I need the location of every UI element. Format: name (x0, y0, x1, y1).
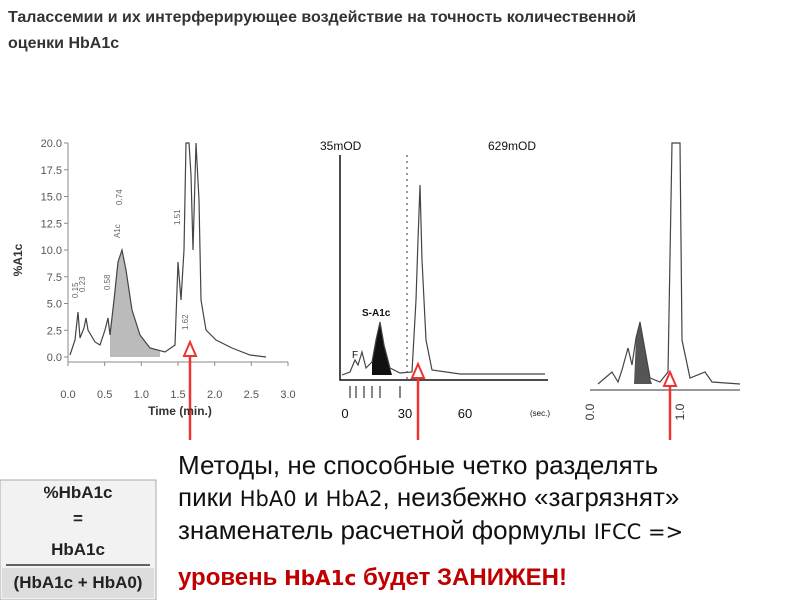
text-segment: пики (178, 482, 240, 512)
label: 629mOD (488, 139, 536, 153)
peak-label: A1c (113, 224, 122, 238)
x-tick-label: 0.5 (97, 389, 112, 401)
x-tick-label: 0 (341, 406, 348, 421)
title-line: оценки HbA1c (8, 35, 119, 52)
x-tick-label: 30 (398, 406, 412, 421)
text-segment: знаменатель расчетной формулы (178, 515, 594, 545)
y-tick-label: 10.0 (41, 245, 62, 257)
chromatogram-2 (339, 155, 548, 440)
peak-label: 0.23 (78, 276, 87, 292)
marker (410, 361, 426, 379)
y-tick-label: 5.0 (47, 299, 62, 311)
chromatogram-3 (590, 142, 741, 440)
label: 35mOD (320, 139, 362, 153)
formula-bottom: (HbA1c + HbA0) (14, 573, 143, 592)
text-segment: Методы, не способные четко разделять (178, 450, 658, 480)
text-line: Методы, не способные четко разделять (178, 450, 658, 480)
text-line: уровень HbA1c будет ЗАНИЖЕН! (178, 564, 567, 591)
x-tick-label: 60 (458, 406, 472, 421)
y-tick-label: 2.5 (47, 325, 62, 337)
peak-fill (634, 322, 652, 384)
text-segment: HbA0 (240, 487, 297, 511)
y-tick-label: 15.0 (41, 192, 62, 204)
y-tick-label: 0.0 (47, 352, 62, 364)
title-line: Талассемии и их интерферирующее воздейст… (8, 9, 636, 26)
x-axis-label: Time (min.) (148, 404, 212, 418)
y-tick-label: 17.5 (41, 165, 62, 177)
text-line: знаменатель расчетной формулы IFCC => (178, 515, 683, 545)
peak-label: 1.51 (173, 209, 182, 225)
formula-numerator: %HbA1c (44, 483, 113, 502)
text-segment: IFCC => (594, 520, 683, 544)
y-axis-label: %A1c (11, 243, 25, 276)
peak-label: 0.74 (115, 189, 124, 205)
x-tick-label: 0.0 (583, 403, 597, 420)
text-segment: HbA1c (284, 566, 356, 590)
formula-bg (2, 568, 154, 598)
text-segment: и (297, 482, 326, 512)
peak-label: S-A1c (362, 308, 391, 319)
axis (67, 143, 288, 363)
curve (341, 184, 545, 376)
axis (339, 155, 548, 381)
y-tick-label: 7.5 (47, 272, 62, 284)
text-segment: уровень (178, 564, 284, 591)
curve (69, 142, 267, 358)
x-tick-label: 3.0 (280, 389, 295, 401)
x-tick-label: 1.0 (673, 403, 687, 420)
marker (182, 339, 198, 357)
text-line: пики HbA0 и HbA2, неизбежно «загрязнят» (178, 482, 679, 512)
formula-top: HbA1c (51, 540, 105, 559)
peak-label: 1.62 (181, 314, 190, 330)
x-unit: (sec.) (530, 409, 550, 418)
event-marks (349, 386, 401, 398)
text-segment: , неизбежно «загрязнят» (382, 482, 679, 512)
peak-fill (372, 322, 392, 375)
x-tick-label: 2.5 (244, 389, 259, 401)
x-tick-label: 1.5 (170, 389, 185, 401)
text-segment: HbA2 (326, 487, 383, 511)
x-tick-label: 0.0 (60, 389, 75, 401)
x-tick-label: 2.0 (207, 389, 222, 401)
peak-fill (110, 250, 160, 357)
x-tick-label: 1.0 (134, 389, 149, 401)
curve (597, 142, 741, 385)
formula-equals: = (73, 509, 83, 528)
y-tick-label: 20.0 (41, 138, 62, 150)
peak-label: 0.58 (103, 274, 112, 290)
peak-label: F (352, 350, 358, 361)
title: Талассемии и их интерферирующее воздейст… (8, 9, 636, 52)
y-tick-label: 12.5 (41, 218, 62, 230)
text-segment: будет ЗАНИЖЕН! (356, 564, 567, 591)
peak-label: 0.15 (71, 282, 80, 298)
